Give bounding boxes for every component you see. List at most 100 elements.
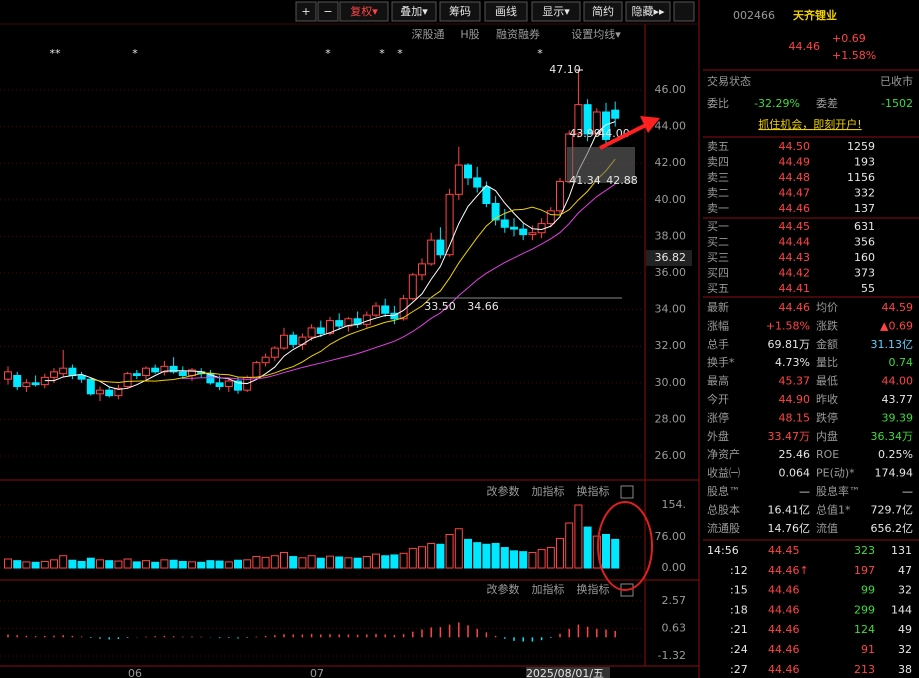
toolbar-label[interactable]: 画线: [495, 4, 517, 18]
stat-value: 43.77: [882, 393, 914, 406]
sub-tool[interactable]: 融资融券: [496, 27, 540, 41]
change: +0.69: [832, 32, 866, 45]
indicator-tool[interactable]: 改参数: [487, 484, 520, 498]
x-label: 06: [128, 667, 142, 678]
stat-value: 44.59: [882, 301, 914, 314]
tick-count: 47: [898, 564, 912, 577]
tick-price: 44.46↑: [768, 564, 809, 577]
toolbar-button[interactable]: [583, 1, 623, 22]
date-tag: [526, 667, 610, 678]
toolbar-button[interactable]: [295, 1, 317, 22]
stat-value: 69.81万: [768, 338, 811, 351]
toolbar-button[interactable]: [531, 1, 581, 22]
y-tick-label: 76.00: [655, 530, 687, 543]
candle-body: [491, 202, 500, 221]
volume-bar: [206, 560, 215, 569]
volume-bar: [261, 556, 270, 569]
indicator-tool[interactable]: 加指标: [532, 582, 565, 596]
toolbar-button[interactable]: [439, 1, 481, 22]
candle-body: [215, 382, 224, 387]
tick-volume: 99: [861, 584, 875, 597]
fullscreen[interactable]: [673, 1, 695, 22]
toolbar-label[interactable]: +: [301, 5, 310, 18]
toolbar-label[interactable]: 显示▾: [542, 5, 570, 18]
volume-bar: [464, 538, 472, 569]
close-pane[interactable]: [620, 485, 634, 499]
tick-price: 44.46: [768, 663, 800, 676]
candle-body: [280, 334, 288, 349]
book-label: 卖一: [707, 202, 729, 215]
toolbar-button[interactable]: [484, 1, 528, 22]
stat-value: 48.15: [779, 411, 811, 424]
toolbar-label[interactable]: 筹码: [449, 4, 471, 18]
last-price: 44.46: [789, 40, 821, 53]
ratio-cell: -1502: [881, 97, 913, 110]
event-marker[interactable]: *: [397, 47, 403, 60]
toolbar-button[interactable]: [317, 1, 339, 22]
tick-volume: 91: [861, 643, 875, 656]
sub-tool[interactable]: H股: [460, 28, 479, 41]
candle-body: [500, 219, 509, 228]
book-volume: 137: [854, 202, 875, 215]
event-marker[interactable]: *: [537, 47, 543, 60]
volume-bar: [335, 556, 344, 569]
volume-bar: [22, 561, 31, 569]
book-label: 卖四: [707, 156, 729, 169]
indicator-tool[interactable]: 改参数: [487, 582, 520, 596]
stock-code: 002466: [733, 9, 775, 22]
toolbar-button[interactable]: [625, 1, 671, 22]
event-marker[interactable]: *: [379, 47, 385, 60]
tick-volume: 299: [854, 603, 875, 616]
volume-bar: [215, 560, 224, 569]
red-arrow: [599, 122, 649, 150]
volume-bar: [326, 555, 334, 569]
toolbar-button[interactable]: [339, 1, 389, 22]
tick-time: :27: [730, 663, 748, 676]
stat-value: 0.25%: [878, 448, 913, 461]
volume-bar: [316, 557, 325, 569]
indicator-tool[interactable]: 换指标: [577, 484, 610, 498]
toolbar-label[interactable]: 叠加▾: [400, 5, 428, 18]
y-tick-label: 40.00: [655, 193, 687, 206]
volume-bar: [50, 559, 58, 569]
sub-tool[interactable]: 设置均线▾: [571, 27, 621, 41]
tick-time: :24: [730, 643, 748, 656]
moving-average: [182, 183, 616, 380]
volume-bar: [178, 560, 187, 569]
volume-bar: [574, 504, 583, 569]
volume-bar: [224, 561, 233, 569]
volume-bar: [289, 556, 298, 569]
stat-value: 45.37: [779, 375, 811, 388]
tick-price: 44.46: [768, 603, 800, 616]
ratio-cell: 委比: [707, 97, 729, 110]
candle-body: [142, 367, 150, 377]
toolbar-label[interactable]: 简约: [592, 4, 614, 18]
candle-body: [105, 389, 114, 397]
tick-price: 44.45: [768, 544, 800, 557]
toolbar-label[interactable]: 隐藏▸▸: [631, 5, 665, 18]
candle-body: [261, 356, 270, 364]
volume-bar: [96, 559, 104, 569]
promo[interactable]: 抓住机会，即刻开户!: [758, 117, 861, 131]
book-price: 44.46: [779, 202, 811, 215]
candle-body: [602, 111, 610, 140]
y-tick-label: 0.63: [662, 621, 687, 634]
indicator-tool[interactable]: 加指标: [532, 484, 565, 498]
toolbar-button[interactable]: [391, 1, 437, 22]
indicator-tool[interactable]: 换指标: [577, 582, 610, 596]
toolbar-label[interactable]: 复权▾: [350, 4, 378, 18]
volume-bar: [353, 557, 362, 569]
book-price: 44.42: [779, 267, 811, 280]
volume-bar: [4, 558, 12, 569]
book-volume: 55: [861, 282, 875, 295]
event-marker[interactable]: **: [50, 47, 62, 60]
y-tick-label: 28.00: [655, 412, 687, 425]
book-volume: 160: [854, 251, 875, 264]
candle-body: [234, 380, 242, 391]
event-marker[interactable]: *: [132, 47, 138, 60]
event-marker[interactable]: *: [325, 47, 331, 60]
toolbar-label[interactable]: −: [323, 5, 332, 18]
sub-tool[interactable]: 深股通: [412, 28, 445, 41]
candle-body: [59, 367, 68, 375]
